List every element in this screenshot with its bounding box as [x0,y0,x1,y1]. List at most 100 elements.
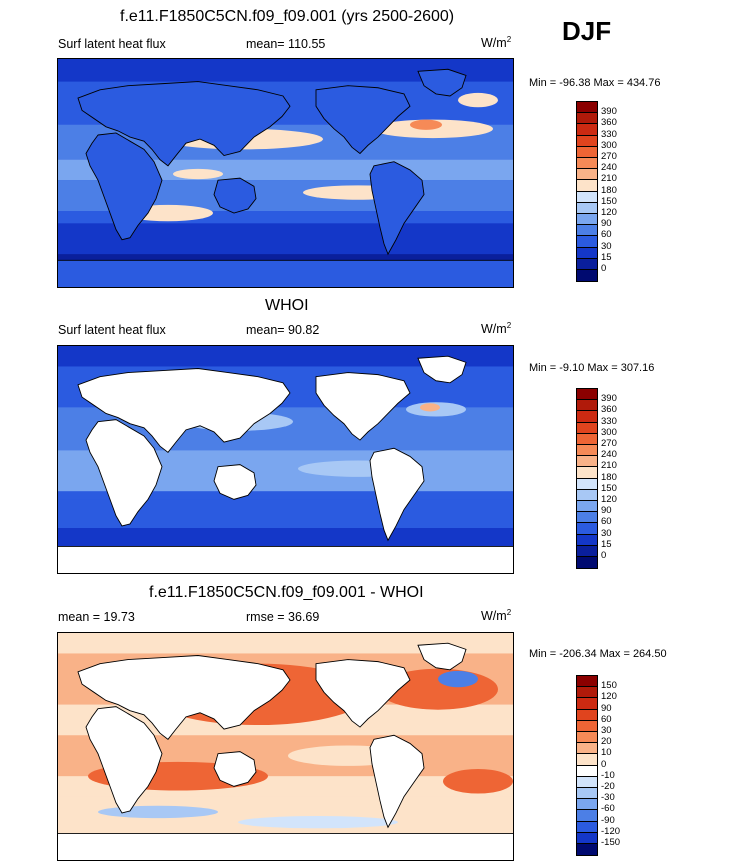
colorbar-box [576,410,598,423]
panel-3-units: W/m2 [481,608,512,624]
colorbar-tick-label: -120 [601,825,621,837]
colorbar-tick-label: 300 [601,139,617,151]
colorbar-box [576,708,598,721]
colorbar-box [576,798,598,811]
colorbar-box [576,432,598,445]
colorbar-box [576,190,598,203]
colorbar-tick-label: 360 [601,117,617,129]
colorbar-tick-label: 90 [601,218,612,230]
colorbar-box [576,421,598,434]
colorbar-box [576,522,598,535]
colorbar-box [576,257,598,270]
panel-2-left-label: Surf latent heat flux [58,323,166,337]
panel-1-title: f.e11.F1850C5CN.f09_f09.001 (yrs 2500-26… [120,8,455,25]
colorbar-tick-label: -90 [601,814,615,826]
colorbar-box [576,235,598,248]
colorbar-box [576,686,598,699]
panel-2-mean: mean= 90.82 [246,323,320,337]
colorbar-box [576,201,598,214]
colorbar-box [576,697,598,710]
panel-1-mean: mean= 110.55 [246,37,326,51]
colorbar-box [576,533,598,546]
colorbar-tick-label: 30 [601,527,612,539]
colorbar-box [576,134,598,147]
colorbar-box [576,269,598,283]
colorbar-box [576,675,598,688]
colorbar-tick-label: -30 [601,792,615,804]
colorbar-box [576,775,598,788]
colorbar-tick-label: 270 [601,151,617,162]
colorbar-box [576,179,598,192]
colorbar-tick-label: 210 [601,460,617,472]
panel-3-map [57,632,514,861]
colorbar-tick-label: 30 [601,725,612,736]
colorbar-box [576,477,598,490]
colorbar-tick-label: -60 [601,803,615,815]
season-label: DJF [562,16,612,46]
colorbar-box [576,820,598,833]
colorbar-tick-label: 60 [601,516,612,528]
colorbar-tick-label: 240 [601,449,617,461]
colorbar-tick-label: 0 [601,263,607,274]
colorbar-tick-label: 180 [601,184,617,196]
colorbar-box [576,399,598,412]
colorbar-tick-label: 15 [601,538,612,550]
colorbar-box [576,145,598,158]
colorbar-tick-label: 330 [601,128,617,140]
colorbar-box [576,123,598,136]
colorbar-tick-label: 60 [601,713,612,725]
colorbar-box [576,101,598,114]
colorbar-box [576,388,598,401]
colorbar-tick-label: 390 [601,393,617,405]
colorbar-tick-label: 120 [601,494,617,505]
panel-1-left-label: Surf latent heat flux [58,37,166,51]
panel-2-units: W/m2 [481,321,512,337]
colorbar-box [576,157,598,170]
colorbar-box [576,500,598,513]
panel-3-mean: mean = 19.73 [58,610,135,624]
colorbar-tick-label: 120 [601,691,617,703]
colorbar-box [576,544,598,557]
colorbar-box [576,112,598,125]
colorbar-tick-label: 330 [601,415,617,427]
colorbar-tick-label: 300 [601,426,617,438]
colorbar-tick-label: 0 [601,758,607,770]
panel-1-map [57,58,514,288]
colorbar-tick-label: 20 [601,736,612,748]
colorbar-box [576,246,598,259]
colorbar-tick-label: 15 [601,251,612,263]
colorbar-box [576,809,598,822]
colorbar-tick-label: 0 [601,550,607,561]
colorbar-box [576,168,598,181]
colorbar-tick-label: 150 [601,482,617,494]
colorbar-box [576,488,598,501]
colorbar-tick-label: 90 [601,702,612,714]
colorbar-tick-label: 390 [601,106,617,118]
colorbar-box [576,742,598,755]
colorbar-box [576,455,598,468]
colorbar-tick-label: 270 [601,438,617,449]
colorbar-box [576,753,598,766]
colorbar-box [576,787,598,800]
colorbar-tick-label: 150 [601,680,617,692]
colorbar-tick-label: 240 [601,162,617,174]
colorbar-box [576,466,598,479]
colorbar-tick-label: 10 [601,747,612,759]
panel-3-title: f.e11.F1850C5CN.f09_f09.001 - WHOI [149,584,424,601]
colorbar-tick-label: 90 [601,505,612,517]
colorbar-box [576,731,598,744]
colorbar-box [576,224,598,237]
colorbar-tick-label: 150 [601,195,617,207]
panel-1-minmax: Min = -96.38 Max = 434.76 [529,77,661,89]
colorbar-box [576,764,598,777]
panel-3-rmse: rmse = 36.69 [246,610,320,624]
colorbar-box [576,511,598,524]
colorbar-tick-label: -150 [601,837,621,848]
panel-2-minmax: Min = -9.10 Max = 307.16 [529,362,655,374]
colorbar-box [576,444,598,457]
colorbar-tick-label: 180 [601,471,617,483]
colorbar-box [576,719,598,732]
colorbar-tick-label: 120 [601,207,617,218]
panel-2-map [57,345,514,574]
colorbar-tick-label: -20 [601,781,615,792]
